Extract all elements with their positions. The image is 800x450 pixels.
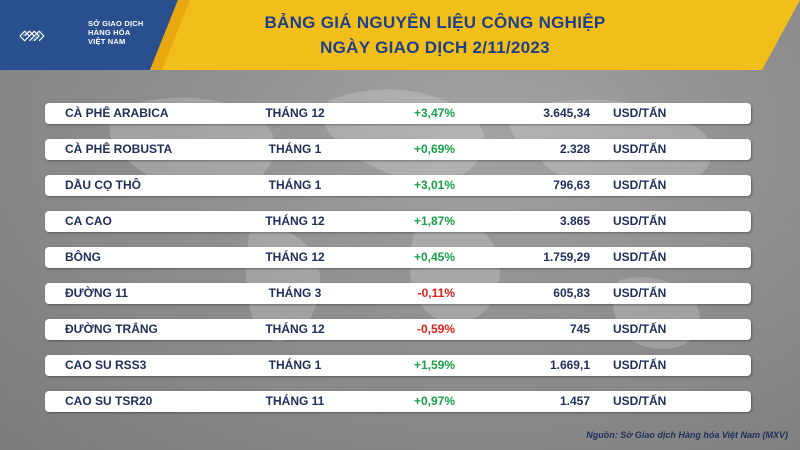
- commodity-name: BÔNG: [65, 250, 101, 264]
- price-unit: USD/TẤN: [613, 322, 667, 336]
- contract-month: THÁNG 11: [265, 394, 325, 408]
- table-row: ĐƯỜNG TRẮNG THÁNG 12 -0,59% 745 USD/TẤN: [45, 319, 751, 340]
- commodity-name: CÀ PHÊ ARABICA: [65, 106, 169, 120]
- commodity-name: CÀ PHÊ ROBUSTA: [65, 142, 173, 156]
- price-change: +1,59%: [413, 358, 455, 372]
- price-value: 1.457: [559, 394, 590, 408]
- price-change: +3,47%: [413, 106, 455, 120]
- price-unit: USD/TẤN: [613, 142, 667, 156]
- price-change: -0,59%: [416, 322, 455, 336]
- price-value: 605,83: [553, 286, 590, 300]
- commodity-name: DẦU CỌ THÔ: [65, 178, 141, 192]
- table-row: CAO SU TSR20 THÁNG 11 +0,97% 1.457 USD/T…: [45, 391, 751, 412]
- price-value: 1.669,1: [549, 358, 590, 372]
- price-value: 3.865: [559, 214, 590, 228]
- table-row: CÀ PHÊ ROBUSTA THÁNG 1 +0,69% 2.328 USD/…: [45, 139, 751, 160]
- logo-line-3: VIỆT NAM: [88, 37, 126, 46]
- contract-month: THÁNG 12: [265, 250, 325, 264]
- contract-month: THÁNG 1: [268, 358, 322, 372]
- commodity-name: CAO SU TSR20: [65, 394, 153, 408]
- price-value: 1.759,29: [543, 250, 590, 264]
- price-unit: USD/TẤN: [613, 286, 667, 300]
- price-change: +0,45%: [413, 250, 455, 264]
- price-change: +3,01%: [413, 178, 455, 192]
- contract-month: THÁNG 12: [265, 214, 325, 228]
- contract-month: THÁNG 1: [268, 142, 322, 156]
- price-value: 745: [569, 322, 590, 336]
- page-subtitle: NGÀY GIAO DỊCH 2/11/2023: [320, 38, 550, 57]
- logo-text: SỞ GIAO DỊCH HÀNG HÓA VIỆT NAM: [88, 19, 143, 46]
- contract-month: THÁNG 3: [268, 286, 322, 300]
- commodity-name: ĐƯỜNG TRẮNG: [65, 322, 158, 336]
- price-value: 2.328: [559, 142, 590, 156]
- contract-month: THÁNG 1: [268, 178, 322, 192]
- price-change: +1,87%: [413, 214, 455, 228]
- price-unit: USD/TẤN: [613, 214, 667, 228]
- commodity-name: CAO SU RSS3: [65, 358, 147, 372]
- price-unit: USD/TẤN: [613, 358, 667, 372]
- price-unit: USD/TẤN: [613, 178, 667, 192]
- page-title: BẢNG GIÁ NGUYÊN LIỆU CÔNG NGHIỆP: [264, 13, 606, 32]
- table-row: DẦU CỌ THÔ THÁNG 1 +3,01% 796,63 USD/TẤN: [45, 175, 751, 196]
- header-banner: [0, 0, 800, 70]
- table-row: CAO SU RSS3 THÁNG 1 +1,59% 1.669,1 USD/T…: [45, 355, 751, 376]
- logo-icon: [19, 30, 45, 42]
- price-unit: USD/TẤN: [613, 250, 667, 264]
- commodity-name: CA CAO: [65, 214, 112, 228]
- price-value: 796,63: [553, 178, 590, 192]
- source-note: Nguồn: Sở Giao dịch Hàng hóa Việt Nam (M…: [586, 430, 788, 440]
- price-change: +0,97%: [413, 394, 455, 408]
- price-change: -0,11%: [417, 286, 455, 300]
- contract-month: THÁNG 12: [265, 322, 325, 336]
- table-row: BÔNG THÁNG 12 +0,45% 1.759,29 USD/TẤN: [45, 247, 751, 268]
- price-unit: USD/TẤN: [613, 106, 667, 120]
- contract-month: THÁNG 12: [265, 106, 325, 120]
- table-row: CA CAO THÁNG 12 +1,87% 3.865 USD/TẤN: [45, 211, 751, 232]
- table-row: CÀ PHÊ ARABICA THÁNG 12 +3,47% 3.645,34 …: [45, 103, 751, 124]
- commodity-name: ĐƯỜNG 11: [65, 286, 128, 300]
- price-value: 3.645,34: [543, 106, 590, 120]
- table-row: ĐƯỜNG 11 THÁNG 3 -0,11% 605,83 USD/TẤN: [45, 283, 751, 304]
- logo-line-1: SỞ GIAO DỊCH: [88, 19, 144, 28]
- logo-line-2: HÀNG HÓA: [88, 28, 131, 37]
- price-change: +0,69%: [413, 142, 455, 156]
- price-unit: USD/TẤN: [613, 394, 667, 408]
